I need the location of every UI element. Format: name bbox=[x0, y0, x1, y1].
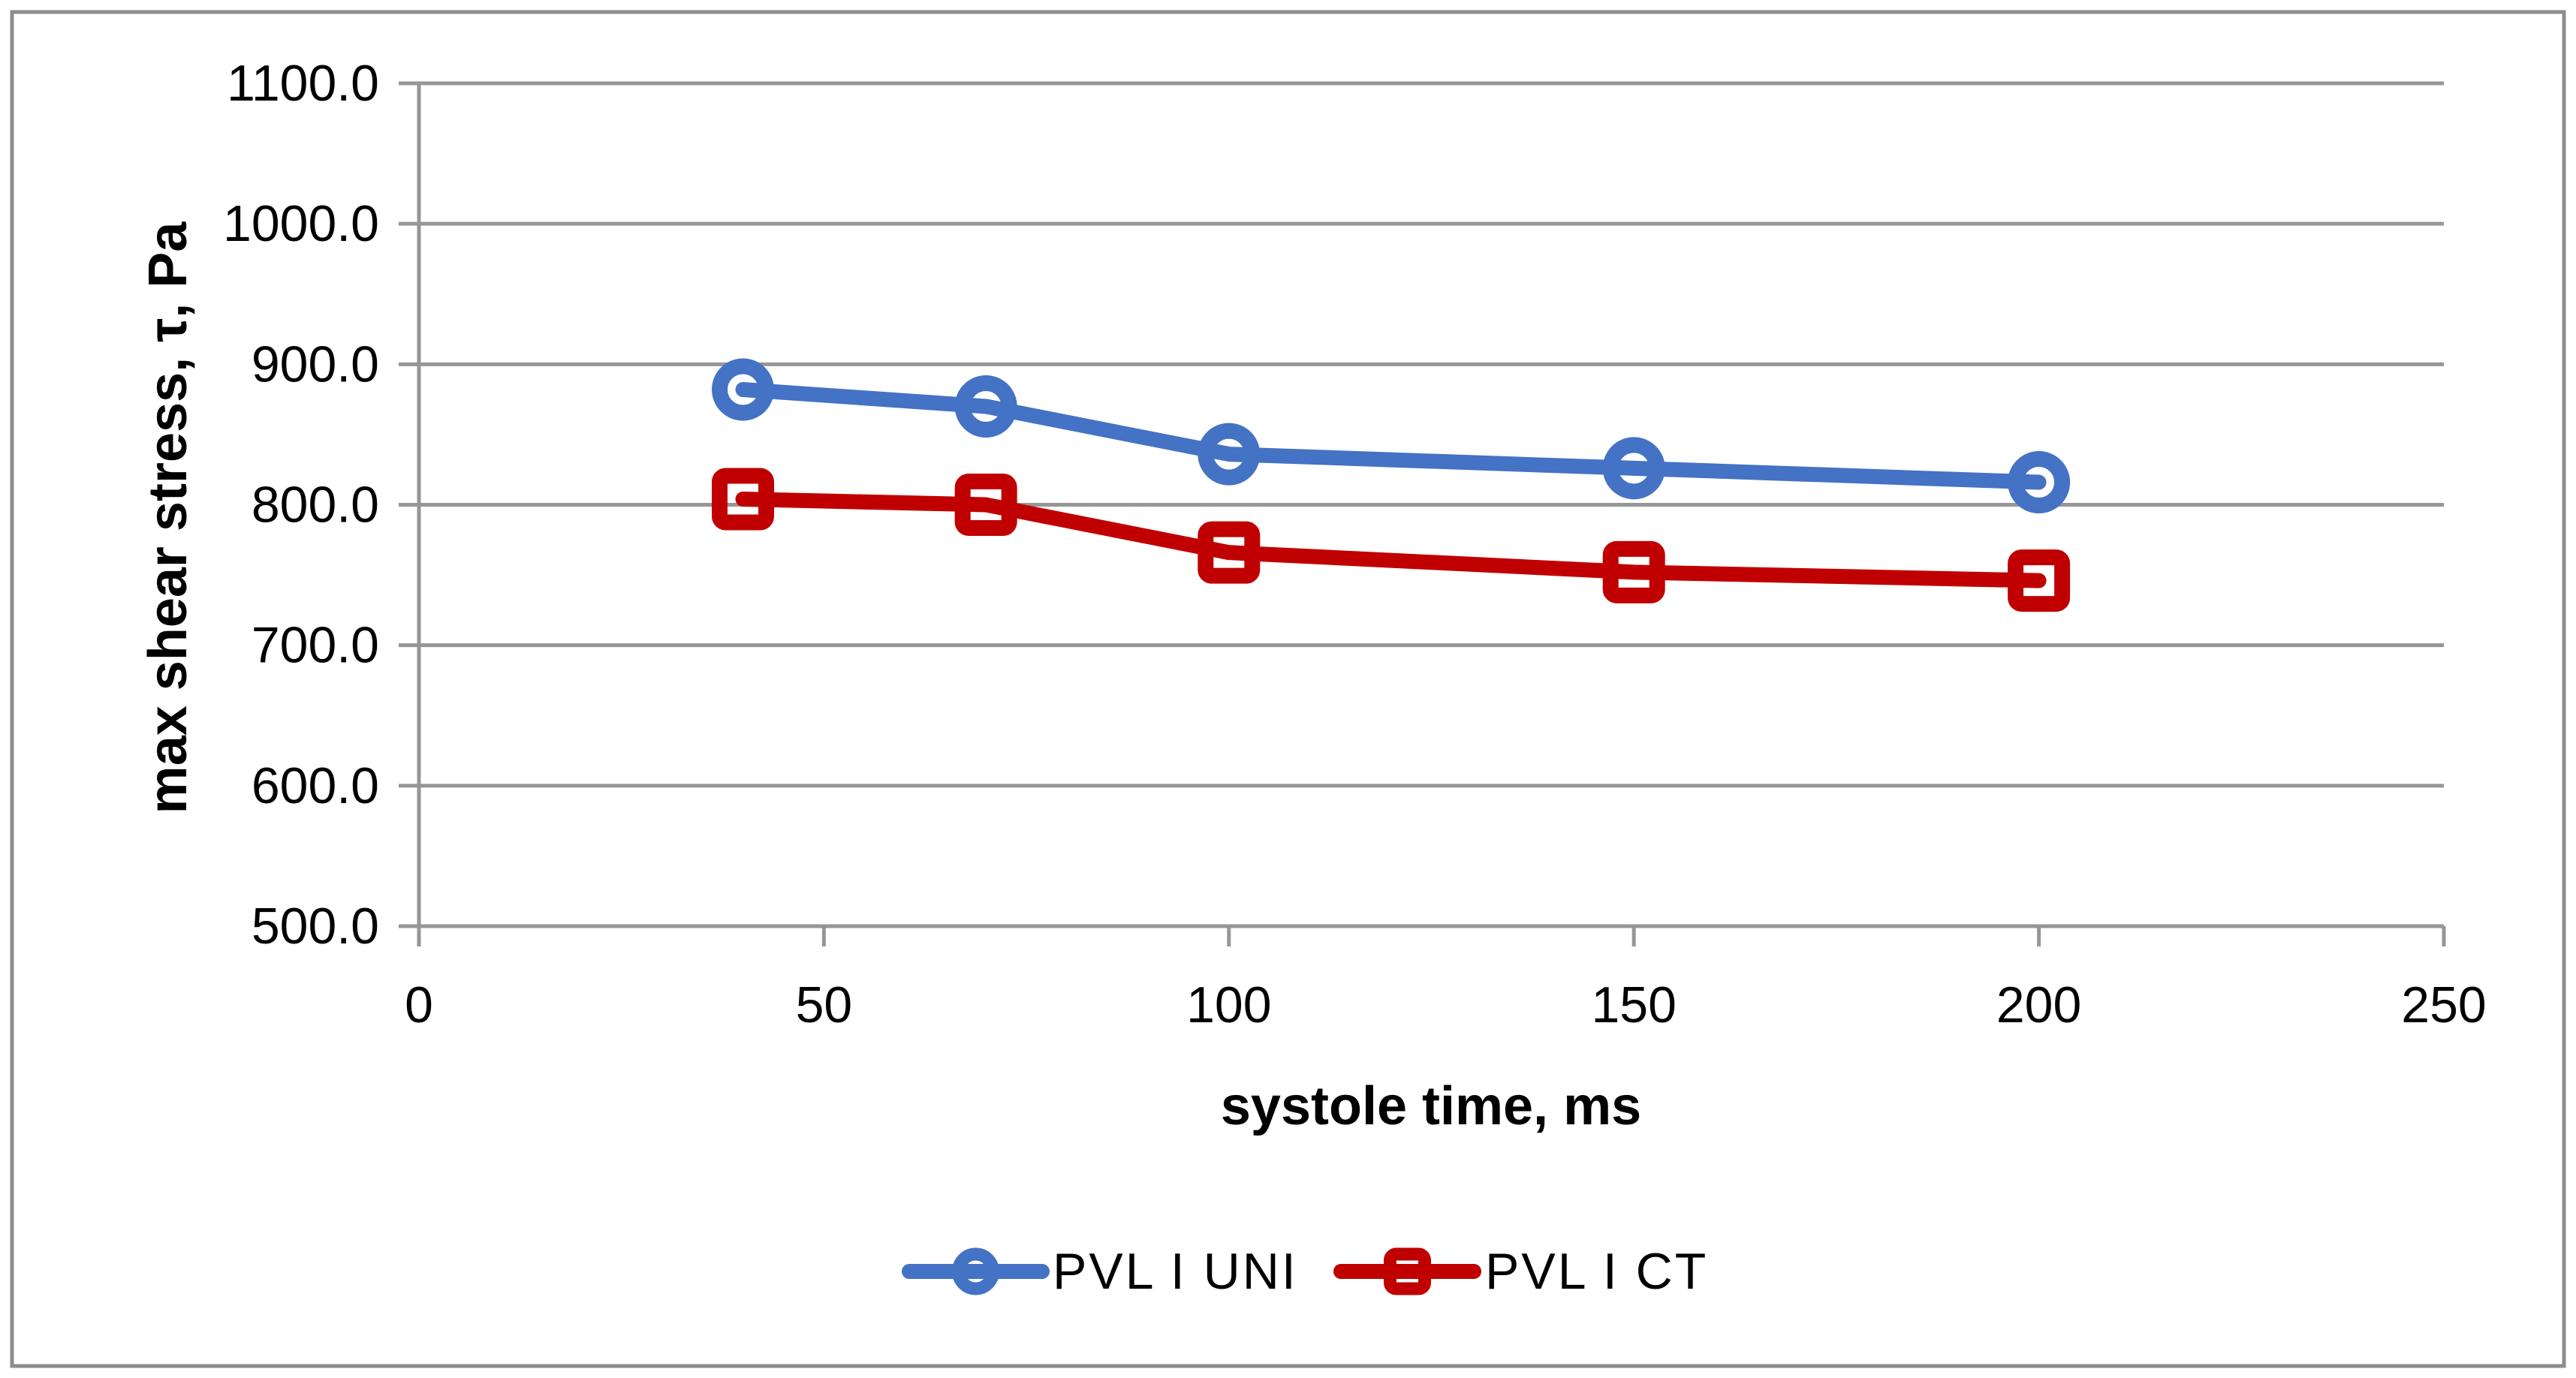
y-axis: 1100.0 1000.0 900.0 800.0 700.0 600.0 500.0 bbox=[223, 55, 421, 955]
data-point-circle-marker bbox=[712, 358, 775, 421]
chart-outer-border bbox=[10, 10, 2566, 1368]
y-tick-label: 800.0 bbox=[252, 477, 379, 534]
series-layer bbox=[712, 358, 2071, 612]
data-point-circle-marker bbox=[1198, 423, 1261, 486]
legend: PVL I UNI PVL I CT bbox=[902, 1243, 1708, 1300]
legend-label-pvl-i-ct: PVL I CT bbox=[1485, 1243, 1708, 1300]
data-point-square-marker bbox=[712, 468, 775, 531]
data-point-square-marker bbox=[954, 474, 1017, 536]
y-tick-label: 900.0 bbox=[252, 335, 379, 393]
x-tick-label: 100 bbox=[1186, 976, 1271, 1034]
legend-label-pvl-i-uni: PVL I UNI bbox=[1053, 1243, 1298, 1300]
data-point-circle-marker bbox=[954, 375, 1017, 438]
data-point-circle-marker bbox=[1602, 437, 1665, 500]
series-pvl-i-uni bbox=[712, 358, 2071, 514]
x-axis-title: systole time, ms bbox=[1221, 1076, 1641, 1136]
y-axis-title: max shear stress, τ, Pa bbox=[138, 221, 198, 814]
legend-marks bbox=[902, 1247, 1481, 1295]
data-point-square-marker bbox=[1198, 521, 1261, 584]
x-tick-label: 0 bbox=[405, 976, 433, 1034]
data-point-square-marker bbox=[1602, 540, 1665, 603]
y-tick-label: 700.0 bbox=[252, 617, 379, 674]
x-axis: 0 50 100 150 200 250 bbox=[405, 926, 2487, 1034]
y-tick-label: 600.0 bbox=[252, 757, 379, 814]
y-tick-label: 1100.0 bbox=[227, 55, 379, 112]
x-tick-label: 50 bbox=[796, 976, 853, 1034]
legend-circle-marker bbox=[952, 1247, 999, 1295]
y-tick-label: 500.0 bbox=[252, 898, 379, 955]
legend-square-marker bbox=[1384, 1247, 1431, 1295]
series-pvl-i-ct bbox=[712, 468, 2071, 612]
series-line-pvl-i-uni bbox=[735, 382, 2047, 490]
x-tick-label: 200 bbox=[1996, 976, 2081, 1034]
data-point-square-marker bbox=[2008, 549, 2071, 612]
series-line-pvl-i-ct bbox=[735, 492, 2047, 588]
x-tick-label: 250 bbox=[2401, 976, 2486, 1034]
x-tick-label: 150 bbox=[1591, 976, 1676, 1034]
data-point-circle-marker bbox=[2008, 451, 2071, 514]
y-tick-label: 1000.0 bbox=[223, 195, 379, 252]
